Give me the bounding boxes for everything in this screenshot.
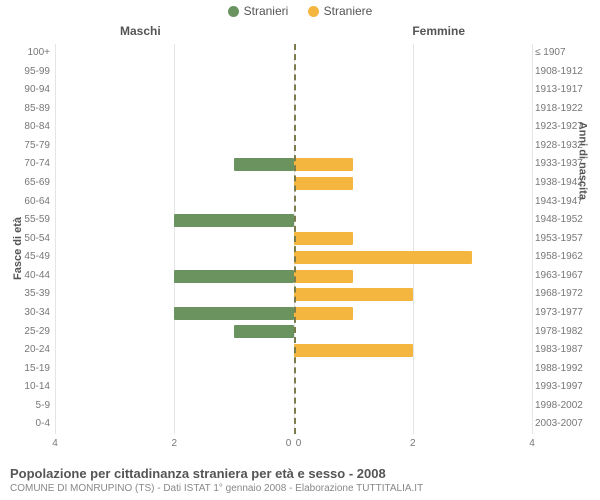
y-left-label: 85-89 xyxy=(5,100,50,119)
legend-label-male: Stranieri xyxy=(244,4,289,18)
y-left-label: 0-4 xyxy=(5,415,50,434)
y-right-label: 1938-1942 xyxy=(535,174,595,193)
y-left-label: 25-29 xyxy=(5,323,50,342)
bar-female xyxy=(294,270,354,283)
y-left-label: 10-14 xyxy=(5,378,50,397)
y-right-label: 1918-1922 xyxy=(535,100,595,119)
column-title-female: Femmine xyxy=(412,24,465,38)
population-pyramid-chart: Stranieri Straniere Maschi Femmine Fasce… xyxy=(0,0,600,500)
y-left-label: 100+ xyxy=(5,44,50,63)
legend-item-male: Stranieri xyxy=(228,4,289,18)
y-left-label: 75-79 xyxy=(5,137,50,156)
y-left-label: 50-54 xyxy=(5,230,50,249)
y-left-label: 35-39 xyxy=(5,285,50,304)
y-right-label: 1988-1992 xyxy=(535,360,595,379)
y-left-label: 45-49 xyxy=(5,248,50,267)
y-right-label: ≤ 1907 xyxy=(535,44,595,63)
y-right-label: 1948-1952 xyxy=(535,211,595,230)
center-line xyxy=(294,44,296,434)
column-title-male: Maschi xyxy=(120,24,161,38)
x-tick-label: 0 xyxy=(296,438,302,449)
bar-female xyxy=(294,307,354,320)
y-right-label: 1943-1947 xyxy=(535,193,595,212)
y-right-label: 1968-1972 xyxy=(535,285,595,304)
y-left-label: 40-44 xyxy=(5,267,50,286)
legend: Stranieri Straniere xyxy=(0,4,600,20)
y-left-label: 95-99 xyxy=(5,63,50,82)
y-right-label: 1978-1982 xyxy=(535,323,595,342)
y-right-label: 2003-2007 xyxy=(535,415,595,434)
y-left-label: 30-34 xyxy=(5,304,50,323)
x-tick-label: 4 xyxy=(529,438,535,449)
chart-footer: Popolazione per cittadinanza straniera p… xyxy=(10,466,590,494)
x-tick-label: 2 xyxy=(171,438,177,449)
y-right-label: 1913-1917 xyxy=(535,81,595,100)
bar-male xyxy=(234,325,294,338)
bar-female xyxy=(294,288,413,301)
bar-male xyxy=(174,214,293,227)
y-right-label: 1983-1987 xyxy=(535,341,595,360)
grid-line xyxy=(532,44,533,434)
x-tick-label: 4 xyxy=(52,438,58,449)
bar-male xyxy=(174,270,293,283)
y-right-label: 1928-1932 xyxy=(535,137,595,156)
y-left-label: 65-69 xyxy=(5,174,50,193)
y-right-label: 1998-2002 xyxy=(535,397,595,416)
y-left-label: 55-59 xyxy=(5,211,50,230)
y-left-label: 5-9 xyxy=(5,397,50,416)
x-tick-label: 0 xyxy=(286,438,292,449)
y-left-label: 90-94 xyxy=(5,81,50,100)
y-right-label: 1908-1912 xyxy=(535,63,595,82)
legend-item-female: Straniere xyxy=(308,4,373,18)
bar-female xyxy=(294,344,413,357)
legend-label-female: Straniere xyxy=(324,4,373,18)
bar-female xyxy=(294,251,473,264)
legend-swatch-male xyxy=(228,6,239,17)
plot-area: 100+≤ 190795-991908-191290-941913-191785… xyxy=(55,44,532,434)
y-right-label: 1923-1927 xyxy=(535,118,595,137)
legend-swatch-female xyxy=(308,6,319,17)
y-right-label: 1953-1957 xyxy=(535,230,595,249)
y-left-label: 60-64 xyxy=(5,193,50,212)
y-right-label: 1963-1967 xyxy=(535,267,595,286)
bar-male xyxy=(174,307,293,320)
bar-male xyxy=(234,158,294,171)
y-right-label: 1993-1997 xyxy=(535,378,595,397)
y-right-label: 1958-1962 xyxy=(535,248,595,267)
y-left-label: 80-84 xyxy=(5,118,50,137)
y-left-label: 70-74 xyxy=(5,155,50,174)
y-left-label: 20-24 xyxy=(5,341,50,360)
x-tick-label: 2 xyxy=(410,438,416,449)
bar-female xyxy=(294,158,354,171)
y-left-label: 15-19 xyxy=(5,360,50,379)
footer-subtitle: COMUNE DI MONRUPINO (TS) - Dati ISTAT 1°… xyxy=(10,483,590,494)
y-right-label: 1933-1937 xyxy=(535,155,595,174)
y-right-label: 1973-1977 xyxy=(535,304,595,323)
footer-title: Popolazione per cittadinanza straniera p… xyxy=(10,466,590,481)
bar-female xyxy=(294,177,354,190)
bar-female xyxy=(294,232,354,245)
